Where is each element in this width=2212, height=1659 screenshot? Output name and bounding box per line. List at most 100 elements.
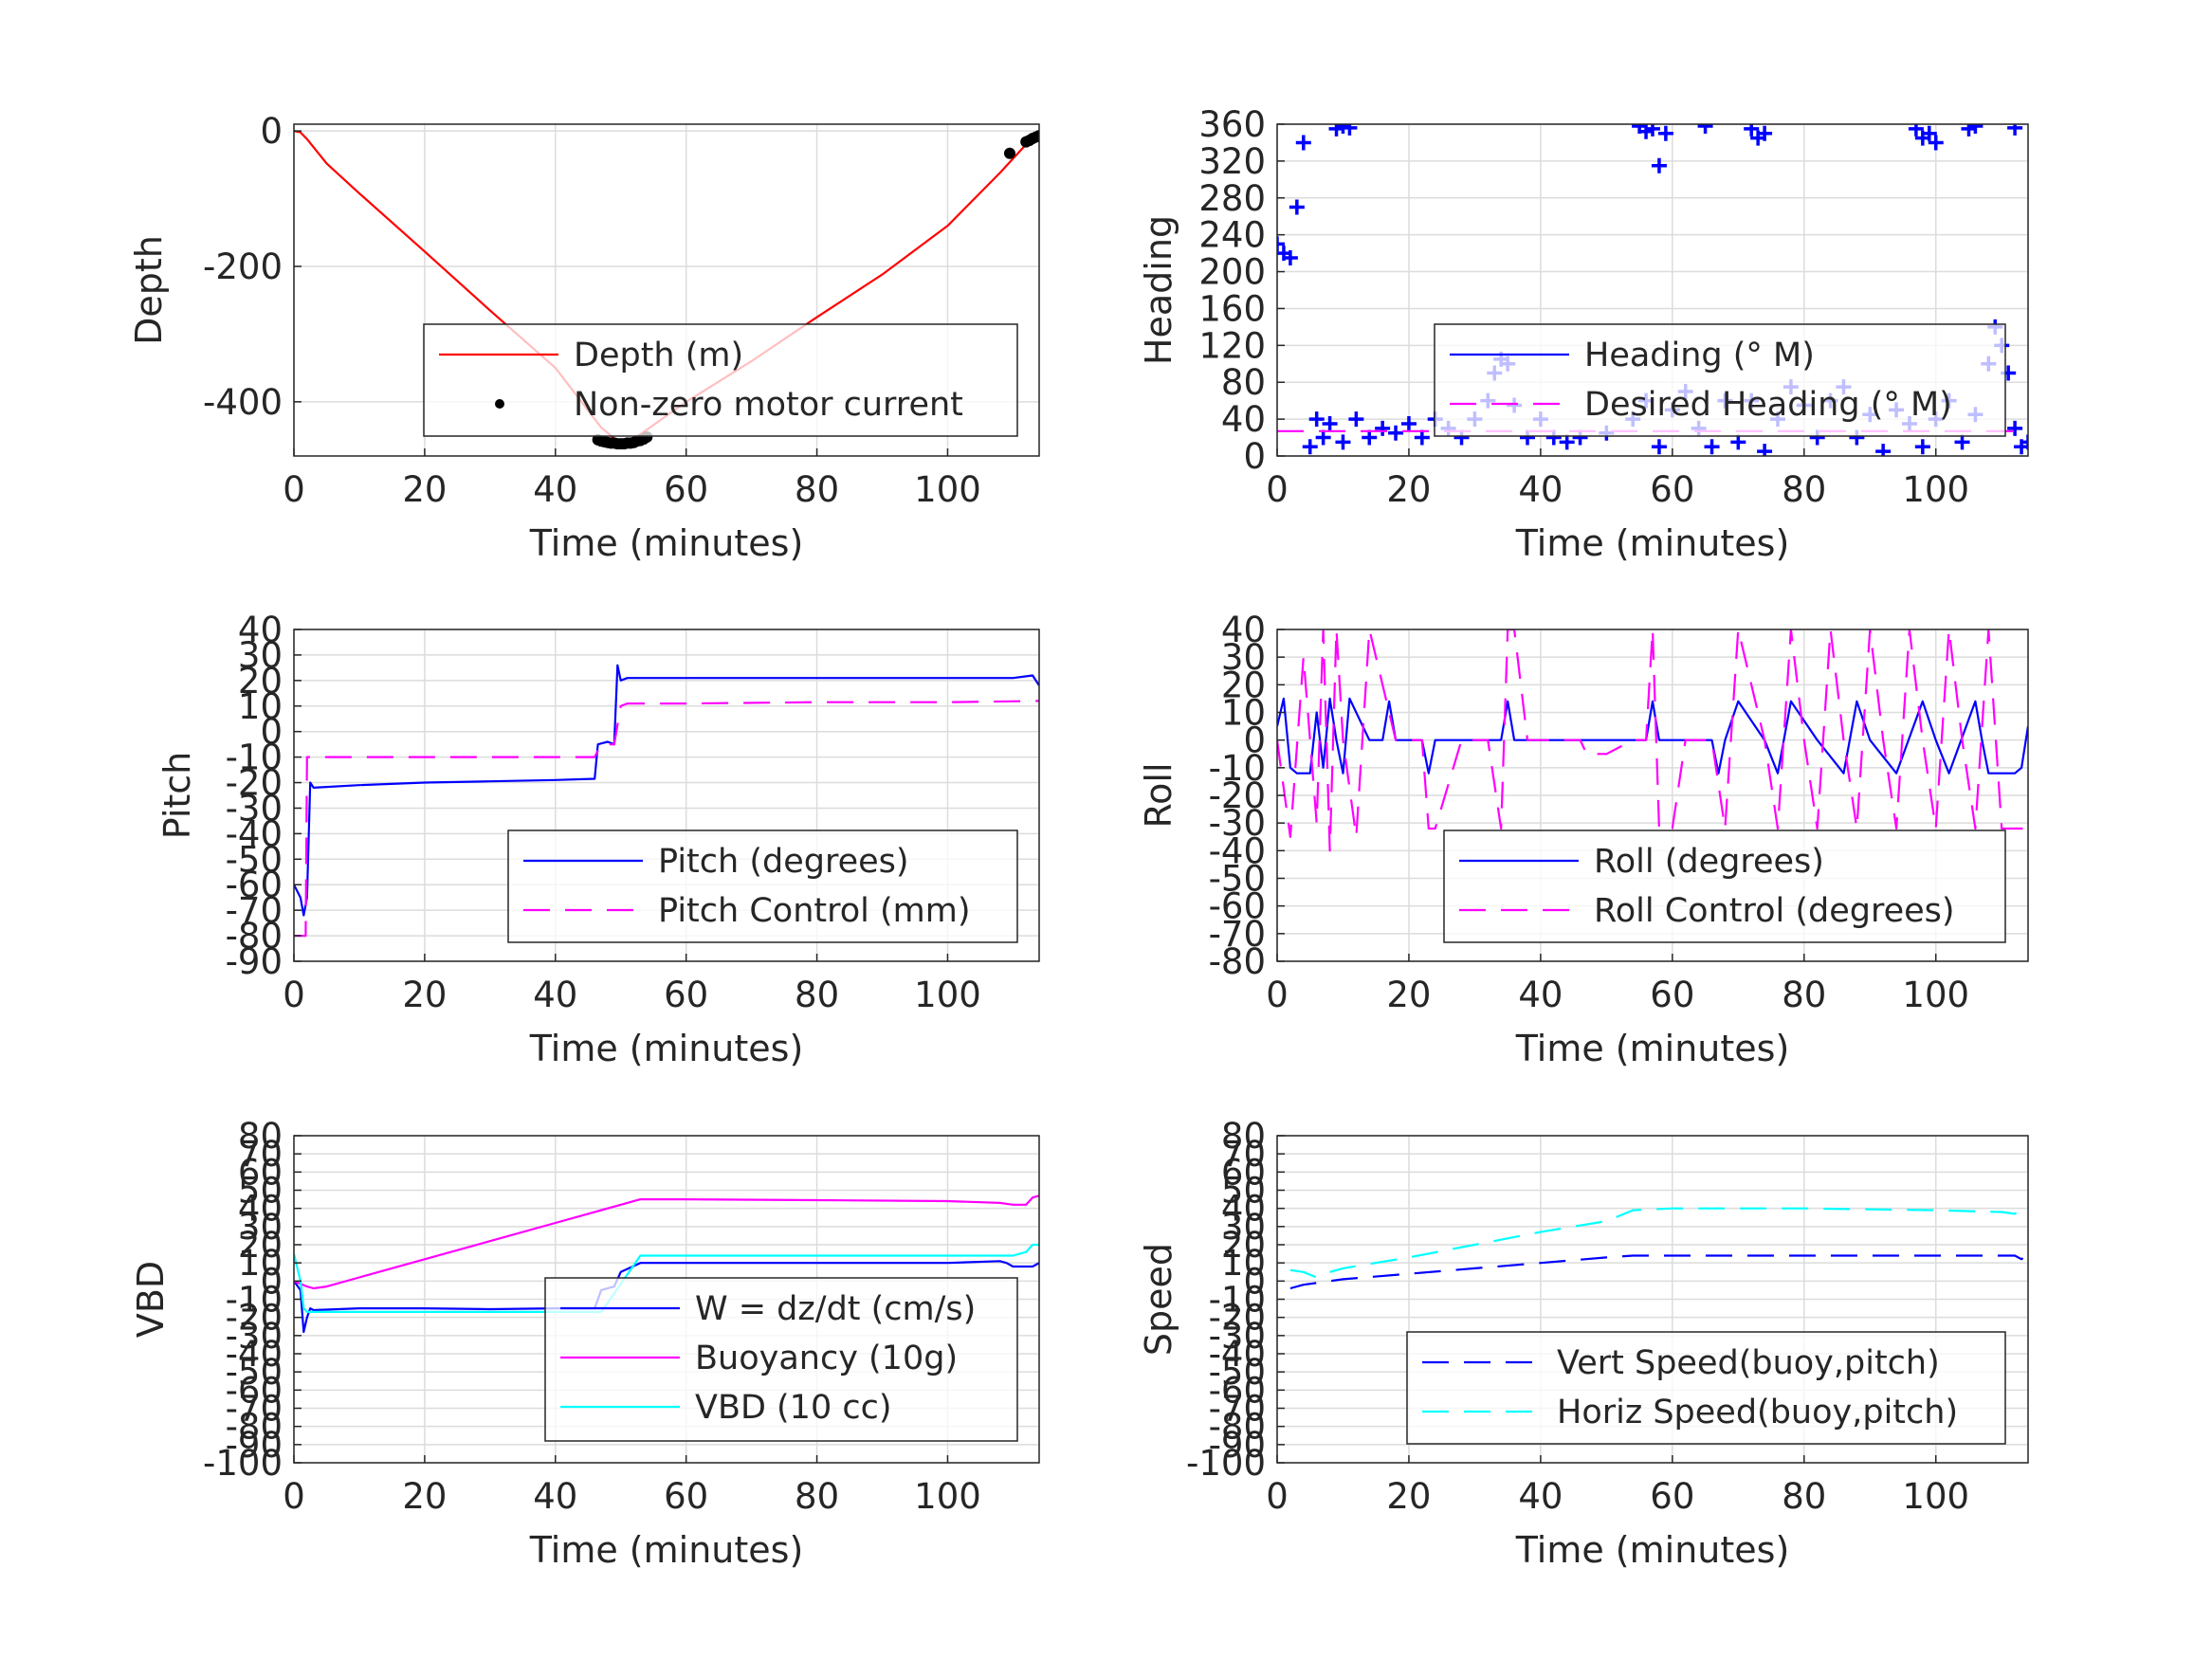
- y-tick-label: 40: [1221, 399, 1266, 440]
- x-tick-label: 80: [795, 469, 839, 510]
- x-tick-label: 40: [1518, 975, 1563, 1015]
- series-line-vbd-1: [294, 1194, 1039, 1290]
- y-tick-label: 280: [1198, 178, 1266, 219]
- legend: Depth (m) Non-zero motor current: [423, 323, 1018, 437]
- data-point-heading-wrap: [1645, 124, 1660, 137]
- axes-box: [293, 123, 1040, 457]
- y-axis-label: Heading: [1138, 215, 1179, 365]
- x-tick-label: 60: [1650, 1476, 1694, 1517]
- y-tick-label: 10: [238, 686, 283, 727]
- x-tick-label: 0: [283, 469, 305, 510]
- legend-label: Roll Control (degrees): [1594, 892, 1955, 930]
- y-tick-label: -10: [226, 738, 283, 778]
- x-tick-label: 100: [1902, 1476, 1969, 1517]
- series-group: [294, 664, 1039, 938]
- chart-heading: 0 20 40 60 80 10004080120160200240280320360Ti…: [1138, 104, 2029, 564]
- y-tick-label: -100: [1186, 1443, 1266, 1484]
- data-point-depth: [1033, 130, 1039, 142]
- y-tick-label: 80: [238, 1116, 283, 1157]
- series-line-speed-1: [1289, 1203, 2028, 1279]
- y-tick-label: 80: [1221, 1116, 1266, 1157]
- y-axis-label: Speed: [1138, 1243, 1179, 1356]
- x-tick-label: 20: [402, 1476, 447, 1517]
- data-point-heading-wrap: [1651, 157, 1667, 173]
- y-tick-label: -40: [1209, 830, 1266, 871]
- y-tick-label: -40: [226, 813, 283, 854]
- y-tick-label: -70: [226, 1389, 283, 1430]
- x-tick-label: 80: [1782, 469, 1826, 510]
- x-tick-label: 80: [795, 1476, 839, 1517]
- x-axis-label: Time (minutes): [1515, 522, 1790, 564]
- data-point-heading: [1414, 429, 1430, 446]
- data-point-heading: [1914, 439, 1930, 455]
- y-tick-label: -80: [226, 1407, 283, 1448]
- chart-vbd: 0 20 40 60 80 10080706050403020100-10-20-30-4…: [130, 1116, 1040, 1571]
- y-tick-label: -60: [1209, 886, 1266, 927]
- legend-box: [507, 830, 1018, 943]
- y-tick-label: 70: [238, 1134, 283, 1175]
- x-axis-label: Time (minutes): [529, 1028, 804, 1069]
- y-tick-label: -400: [203, 382, 283, 423]
- data-point-heading: [1322, 415, 1338, 431]
- y-tick-label: -60: [226, 1370, 283, 1411]
- legend-label: Heading (° M): [1584, 337, 1815, 374]
- y-tick-label: 60: [1221, 1152, 1266, 1193]
- data-point-heading: [1651, 439, 1667, 455]
- y-tick-label: -10: [1209, 1280, 1266, 1321]
- data-point-heading: [1295, 135, 1311, 151]
- legend-label: Vert Speed(buoy,pitch): [1557, 1344, 1940, 1382]
- y-tick-label: 20: [1221, 1225, 1266, 1266]
- x-axis-label: Time (minutes): [529, 522, 804, 564]
- data-point-heading: [1308, 411, 1325, 428]
- y-tick-label: -70: [1209, 1389, 1266, 1430]
- y-tick-label: 320: [1198, 141, 1266, 182]
- y-tick-label: -60: [1209, 1370, 1266, 1411]
- y-tick-label: 20: [1221, 665, 1266, 705]
- series-line-speed-0: [1289, 1252, 2028, 1290]
- y-tick-label: 0: [1243, 720, 1266, 761]
- series-line-pitch-0: [294, 664, 1039, 917]
- y-tick-label: -30: [226, 1316, 283, 1357]
- legend: Roll (degrees) Roll Control (degrees): [1443, 830, 2006, 943]
- legend-label: Desired Heading (° M): [1584, 386, 1952, 424]
- legend-box: [1406, 1331, 2006, 1445]
- x-tick-label: 60: [664, 469, 708, 510]
- data-point-heading: [1289, 199, 1305, 215]
- y-tick-label: 50: [238, 1171, 283, 1212]
- data-point-heading: [1954, 434, 1970, 450]
- y-tick-label: 0: [260, 1261, 283, 1302]
- y-tick-label: 0: [260, 712, 283, 753]
- x-tick-label: 80: [1782, 975, 1826, 1015]
- y-tick-label: -30: [1209, 1316, 1266, 1357]
- y-tick-label: -50: [226, 1352, 283, 1393]
- data-point-heading-wrap: [1657, 125, 1673, 141]
- legend-label: Pitch (degrees): [658, 843, 909, 881]
- y-tick-label: -10: [226, 1280, 283, 1321]
- y-tick-label: -80: [1209, 1407, 1266, 1448]
- series-line-pitch-1: [294, 700, 1039, 938]
- x-tick-label: 40: [533, 975, 577, 1015]
- y-tick-label: 20: [238, 661, 283, 702]
- legend: Vert Speed(buoy,pitch) Horiz Speed(buoy,p…: [1406, 1331, 2006, 1445]
- series-line-roll-1: [1277, 629, 2028, 852]
- y-tick-label: 50: [1221, 1171, 1266, 1212]
- legend-label: Roll (degrees): [1594, 843, 1824, 881]
- y-tick-label: 20: [238, 1225, 283, 1266]
- y-tick-label: -90: [226, 941, 283, 982]
- data-point-heading: [1388, 425, 1404, 441]
- data-point-heading: [1302, 439, 1318, 455]
- y-tick-label: 160: [1198, 288, 1266, 329]
- legend: W = dz/dt (cm/s) Buoyancy (10g) VBD (10 cc…: [544, 1277, 1018, 1442]
- data-point-heading-wrap: [2007, 124, 2023, 136]
- chart-pitch: 0 20 40 60 80 100403020100-10-20-30-40-50-60-…: [156, 610, 1040, 1069]
- legend-box: [1443, 830, 2006, 943]
- x-tick-label: 40: [533, 1476, 577, 1517]
- y-tick-label: 10: [238, 1243, 283, 1284]
- legend-label: Pitch Control (mm): [658, 892, 970, 930]
- y-tick-label: -50: [1209, 859, 1266, 900]
- y-tick-label: 60: [238, 1152, 283, 1193]
- data-point-heading: [1315, 429, 1331, 446]
- y-tick-label: 0: [1243, 1261, 1266, 1302]
- data-point-heading: [1757, 444, 1773, 456]
